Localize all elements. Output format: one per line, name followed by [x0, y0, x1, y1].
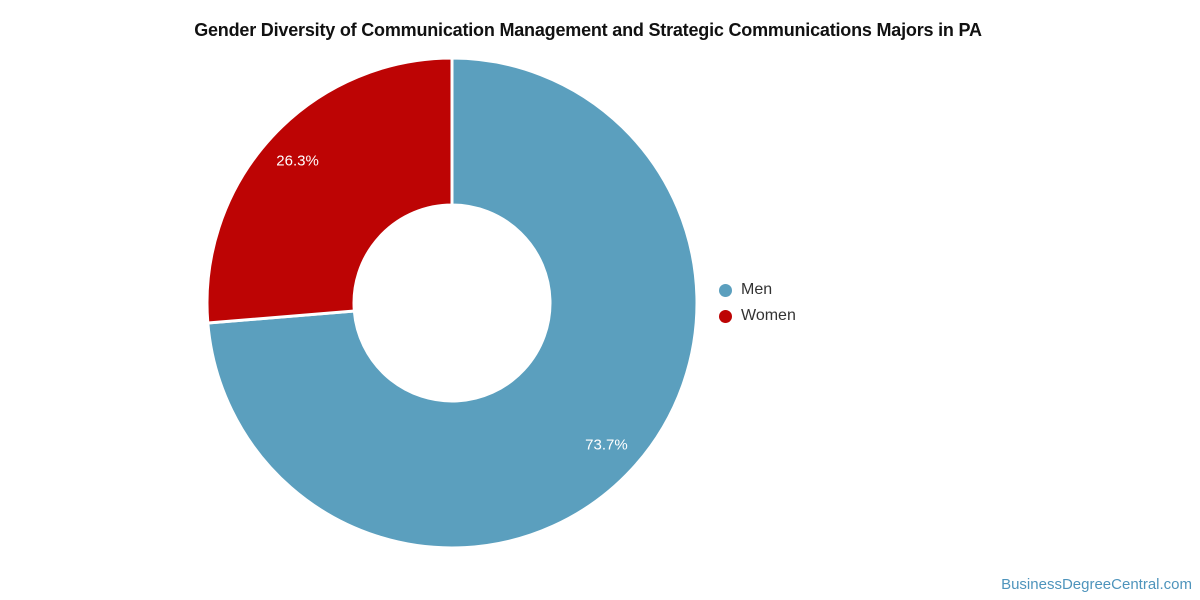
legend-item-women[interactable]: Women — [719, 306, 796, 326]
legend-label-men: Men — [741, 281, 773, 298]
legend-label-women: Women — [741, 307, 796, 324]
legend-swatch-men — [719, 283, 732, 297]
chart-title: Gender Diversity of Communication Manage… — [194, 20, 982, 40]
slice-value-label-men: 73.7% — [585, 436, 628, 454]
pie-slice-women — [205, 56, 454, 325]
legend-item-men[interactable]: Men — [719, 280, 796, 300]
pie-slice-men — [206, 56, 699, 550]
legend-swatch-women — [719, 309, 732, 323]
chart-legend: Men Women — [719, 280, 796, 332]
slice-value-label-women: 26.3% — [276, 152, 319, 170]
footer-link[interactable]: BusinessDegreeCentral.com — [1001, 576, 1192, 593]
